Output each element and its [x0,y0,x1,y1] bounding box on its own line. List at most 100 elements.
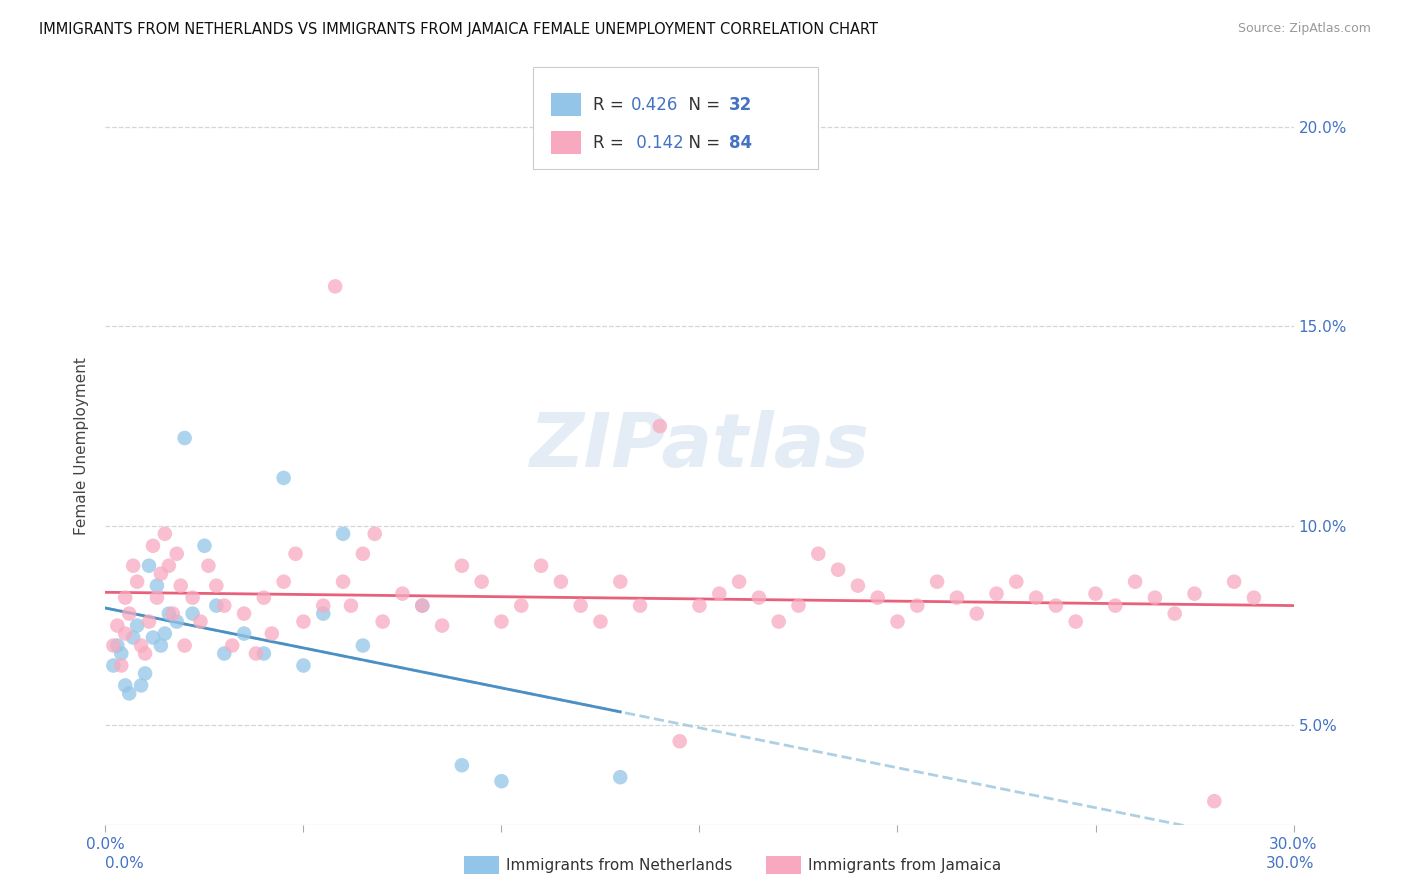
Point [105,639,128,653]
Point [491,774,513,789]
Point [122,558,145,573]
Point [292,658,315,673]
Point [787,599,810,613]
Point [569,599,592,613]
Point [312,599,335,613]
Point [166,615,188,629]
Point [925,574,948,589]
Point [221,639,243,653]
Text: N =: N = [678,134,725,152]
Point [1045,599,1067,613]
Point [114,626,136,640]
Point [273,471,295,485]
Point [149,566,172,581]
Point [609,770,631,784]
Point [946,591,969,605]
Point [103,639,125,653]
Point [162,607,184,621]
Point [146,579,169,593]
Point [391,587,413,601]
Point [146,591,169,605]
Y-axis label: Female Unemployment: Female Unemployment [75,357,90,535]
Point [153,526,176,541]
Point [138,615,160,629]
Point [1184,587,1206,601]
FancyBboxPatch shape [551,131,581,154]
Point [127,618,149,632]
Point [181,591,204,605]
Point [689,599,711,613]
Point [214,599,236,613]
Text: R =: R = [592,95,628,114]
Point [166,547,188,561]
Point [430,618,453,632]
Text: 30.0%: 30.0% [1267,856,1315,871]
Point [193,539,215,553]
Text: ZIPatlas: ZIPatlas [530,409,869,483]
Text: Immigrants from Netherlands: Immigrants from Netherlands [506,858,733,872]
Point [153,626,176,640]
Point [866,591,889,605]
Point [134,647,156,661]
Point [648,419,671,434]
Point [886,615,908,629]
Point [491,615,513,629]
Point [260,626,283,640]
Point [1005,574,1028,589]
Point [1104,599,1126,613]
Point [768,615,790,629]
Point [550,574,572,589]
Point [352,547,374,561]
Text: Immigrants from Jamaica: Immigrants from Jamaica [808,858,1001,872]
Text: 32: 32 [730,95,752,114]
Point [1084,587,1107,601]
Point [1143,591,1166,605]
Point [332,526,354,541]
Text: IMMIGRANTS FROM NETHERLANDS VS IMMIGRANTS FROM JAMAICA FEMALE UNEMPLOYMENT CORRE: IMMIGRANTS FROM NETHERLANDS VS IMMIGRANT… [39,22,879,37]
Point [748,591,770,605]
Point [110,647,132,661]
Point [827,563,849,577]
Point [628,599,651,613]
Point [1164,607,1187,621]
Point [471,574,494,589]
Text: R =: R = [592,134,628,152]
Point [589,615,612,629]
Point [292,615,315,629]
FancyBboxPatch shape [551,94,581,116]
Point [1243,591,1265,605]
Point [966,607,988,621]
Point [105,618,128,632]
Point [609,574,631,589]
Point [1025,591,1047,605]
Point [129,639,152,653]
Point [905,599,928,613]
Point [510,599,533,613]
Point [127,574,149,589]
Point [253,591,276,605]
Point [1064,615,1087,629]
Point [253,647,276,661]
Point [846,579,869,593]
Point [1223,574,1246,589]
Point [134,666,156,681]
Point [709,587,731,601]
Point [332,574,354,589]
Point [173,431,195,445]
Point [129,678,152,692]
Point [245,647,267,661]
Point [323,279,346,293]
Point [173,639,195,653]
Point [352,639,374,653]
Point [142,539,165,553]
Point [807,547,830,561]
Point [233,607,256,621]
Point [668,734,690,748]
Point [170,579,193,593]
Point [340,599,363,613]
Point [233,626,256,640]
FancyBboxPatch shape [533,67,818,169]
Point [205,579,228,593]
Text: 0.0%: 0.0% [105,856,145,871]
Point [364,526,387,541]
